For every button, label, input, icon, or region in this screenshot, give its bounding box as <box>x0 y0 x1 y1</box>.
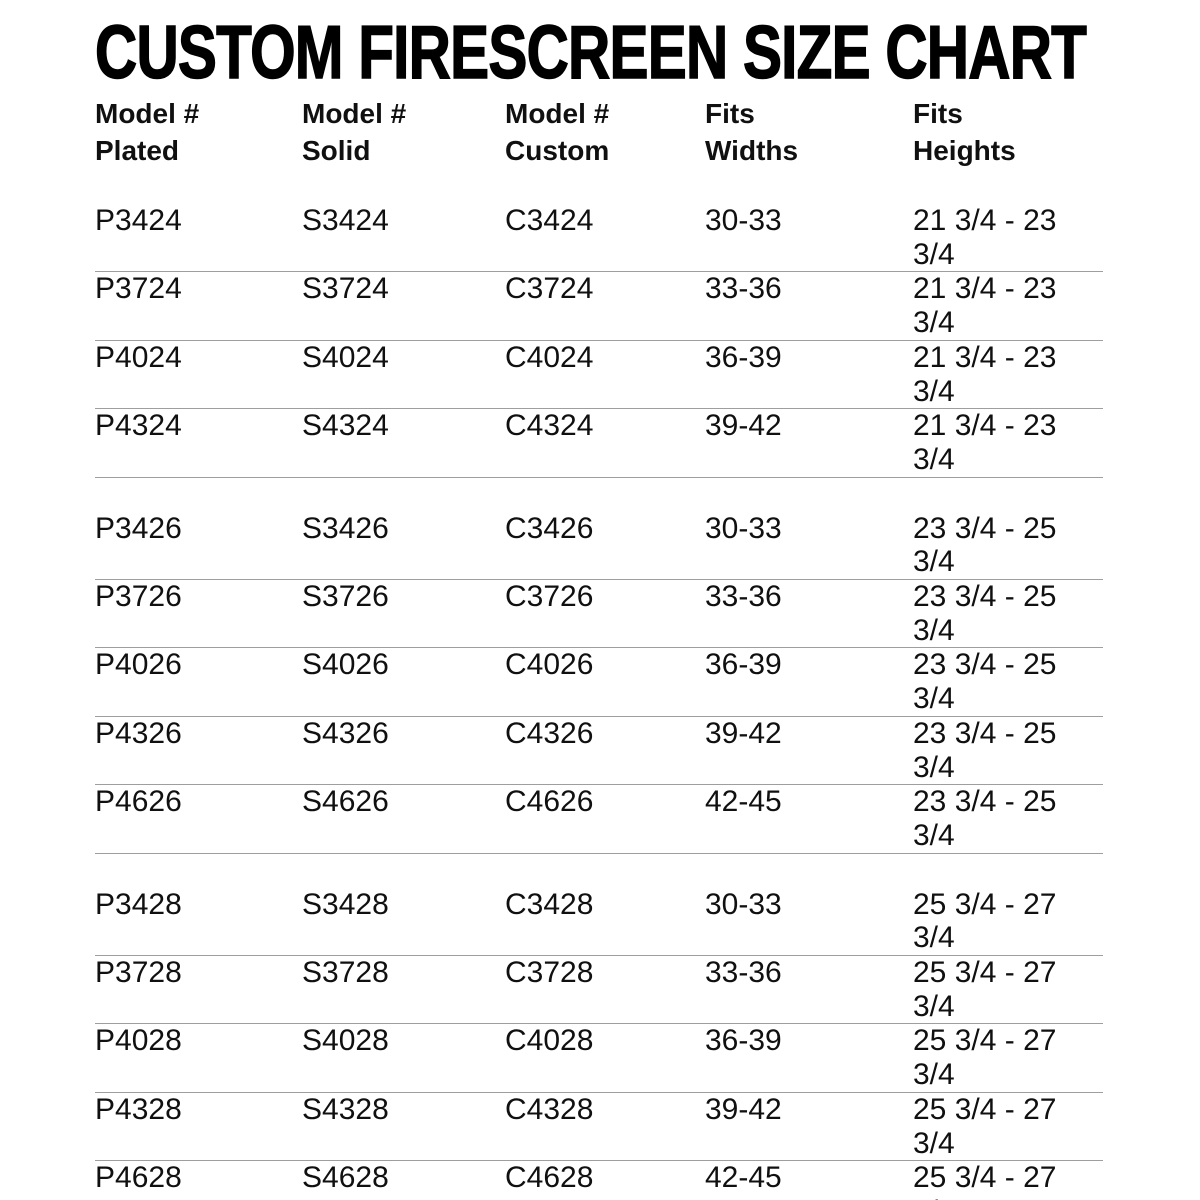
table-cell: P4324 <box>95 409 182 443</box>
table-cell: 23 3/4 - 25 3/4 <box>913 511 1057 579</box>
table-cell: 30-33 <box>705 511 782 545</box>
table-row: P3726 S3726 C3726 33-36 23 3/4 - 25 3/4 <box>95 580 1103 649</box>
table-cell: P4024 <box>95 340 182 374</box>
table-cell: 39-42 <box>705 1092 782 1126</box>
table-cell: S4628 <box>302 1161 389 1195</box>
table-cell: 23 3/4 - 25 3/4 <box>913 785 1057 852</box>
table-cell: P3728 <box>95 956 182 990</box>
col-header-model-custom: Model # Custom <box>505 98 610 166</box>
table-cell: 39-42 <box>705 716 782 750</box>
table-cell: 36-39 <box>705 648 782 682</box>
table-cell: P4626 <box>95 785 182 819</box>
table-cell: P4026 <box>95 648 182 682</box>
table-row: P3426 S3426 C3426 30-33 23 3/4 - 25 3/4 <box>95 511 1103 581</box>
table-cell: C4626 <box>505 785 594 819</box>
table-cell: P3424 <box>95 204 182 237</box>
table-row: P4628 S4628 C4628 42-45 25 3/4 - 27 3/4 <box>95 1161 1103 1200</box>
table-cell: 42-45 <box>705 785 782 819</box>
table-cell: 25 3/4 - 27 3/4 <box>913 1024 1057 1092</box>
table-cell: C4026 <box>505 648 594 682</box>
table-cell: 21 3/4 - 23 3/4 <box>913 272 1057 340</box>
table-cell: 30-33 <box>705 887 782 921</box>
table-row: P3728 S3728 C3728 33-36 25 3/4 - 27 3/4 <box>95 956 1103 1025</box>
table-cell: 33-36 <box>705 272 782 306</box>
table-cell: C4628 <box>505 1161 594 1195</box>
table-cell: C4024 <box>505 340 594 374</box>
page-title: CUSTOM FIRESCREEN SIZE CHART <box>94 9 1087 95</box>
table-row: P3428 S3428 C3428 30-33 25 3/4 - 27 3/4 <box>95 887 1103 957</box>
table-cell: P4328 <box>95 1092 182 1126</box>
table-cell: S4626 <box>302 785 389 819</box>
table-cell: P3428 <box>95 887 182 921</box>
table-cell: C4324 <box>505 409 594 443</box>
table-cell: S4026 <box>302 648 389 682</box>
table-row: P4328 S4328 C4328 39-42 25 3/4 - 27 3/4 <box>95 1092 1103 1162</box>
table-cell: S4024 <box>302 340 389 374</box>
table-cell: S3428 <box>302 887 389 921</box>
table-cell: P3724 <box>95 272 182 306</box>
table-body: P3424 S3424 C3424 30-33 21 3/4 - 23 3/4 P3724… <box>95 204 1103 1200</box>
table-cell: 36-39 <box>705 1024 782 1058</box>
col-header-fits-widths: Fits Widths <box>705 98 799 166</box>
table-cell: C3728 <box>505 956 594 990</box>
table-row: P4324 S4324 C4324 39-42 21 3/4 - 23 3/4 <box>95 409 1103 478</box>
table-cell: P3726 <box>95 580 182 614</box>
table-row: P3724 S3724 C3724 33-36 21 3/4 - 23 3/4 <box>95 272 1103 341</box>
table-cell: S4028 <box>302 1024 389 1058</box>
table-cell: 33-36 <box>705 956 782 990</box>
table-group: P3424 S3424 C3424 30-33 21 3/4 - 23 3/4 P3724… <box>95 204 1103 478</box>
table-cell: C4326 <box>505 716 594 750</box>
table-cell: C3726 <box>505 580 594 614</box>
table-row: P4028 S4028 C4028 36-39 25 3/4 - 27 3/4 <box>95 1024 1103 1093</box>
table-cell: S3726 <box>302 580 389 614</box>
table-cell: 30-33 <box>705 204 782 237</box>
table-row: P4626 S4626 C4626 42-45 23 3/4 - 25 3/4 <box>95 785 1103 854</box>
table-cell: 23 3/4 - 25 3/4 <box>913 648 1057 716</box>
table-cell: 33-36 <box>705 580 782 614</box>
table-cell: 21 3/4 - 23 3/4 <box>913 409 1057 476</box>
table-cell: 25 3/4 - 27 3/4 <box>913 1161 1057 1200</box>
table-cell: 23 3/4 - 25 3/4 <box>913 580 1057 647</box>
table-cell: P4028 <box>95 1024 182 1058</box>
table-group: P3428 S3428 C3428 30-33 25 3/4 - 27 3/4 P3728… <box>95 888 1103 1200</box>
table-cell: 21 3/4 - 23 3/4 <box>913 340 1057 408</box>
table-cell: S4324 <box>302 409 389 443</box>
table-cell: S4326 <box>302 716 389 750</box>
table-group: P3426 S3426 C3426 30-33 23 3/4 - 25 3/4 P3726… <box>95 512 1103 854</box>
table-row: P4024 S4024 C4024 36-39 21 3/4 - 23 3/4 <box>95 340 1103 410</box>
table-cell: 25 3/4 - 27 3/4 <box>913 1092 1057 1160</box>
table-row: P4026 S4026 C4026 36-39 23 3/4 - 25 3/4 <box>95 648 1103 717</box>
table-cell: 23 3/4 - 25 3/4 <box>913 716 1057 784</box>
table-cell: C3426 <box>505 511 594 545</box>
col-header-fits-heights: Fits Heights <box>913 98 1016 166</box>
table-cell: P4326 <box>95 716 182 750</box>
table-cell: 36-39 <box>705 340 782 374</box>
table-cell: P3426 <box>95 511 182 545</box>
col-header-model-solid: Model # Solid <box>302 98 407 166</box>
table-cell: S3424 <box>302 204 389 237</box>
table-cell: S3426 <box>302 511 389 545</box>
table-cell: S4328 <box>302 1092 389 1126</box>
table-cell: 39-42 <box>705 409 782 443</box>
table-cell: 21 3/4 - 23 3/4 <box>913 204 1057 271</box>
table-cell: C3724 <box>505 272 594 306</box>
table-cell: C4028 <box>505 1024 594 1058</box>
table-cell: 42-45 <box>705 1161 782 1195</box>
table-cell: C3428 <box>505 887 594 921</box>
table-cell: S3724 <box>302 272 389 306</box>
table-cell: P4628 <box>95 1161 182 1195</box>
table-header: Model # Plated Model # Solid Model # Cus… <box>95 95 1103 169</box>
col-header-model-plated: Model # Plated <box>95 98 200 166</box>
table-cell: 25 3/4 - 27 3/4 <box>913 956 1057 1023</box>
table-cell: C3424 <box>505 204 594 237</box>
table-cell: 25 3/4 - 27 3/4 <box>913 887 1057 955</box>
table-cell: C4328 <box>505 1092 594 1126</box>
table-row: P4326 S4326 C4326 39-42 23 3/4 - 25 3/4 <box>95 716 1103 786</box>
table-row: P3424 S3424 C3424 30-33 21 3/4 - 23 3/4 <box>95 204 1103 273</box>
table-cell: S3728 <box>302 956 389 990</box>
